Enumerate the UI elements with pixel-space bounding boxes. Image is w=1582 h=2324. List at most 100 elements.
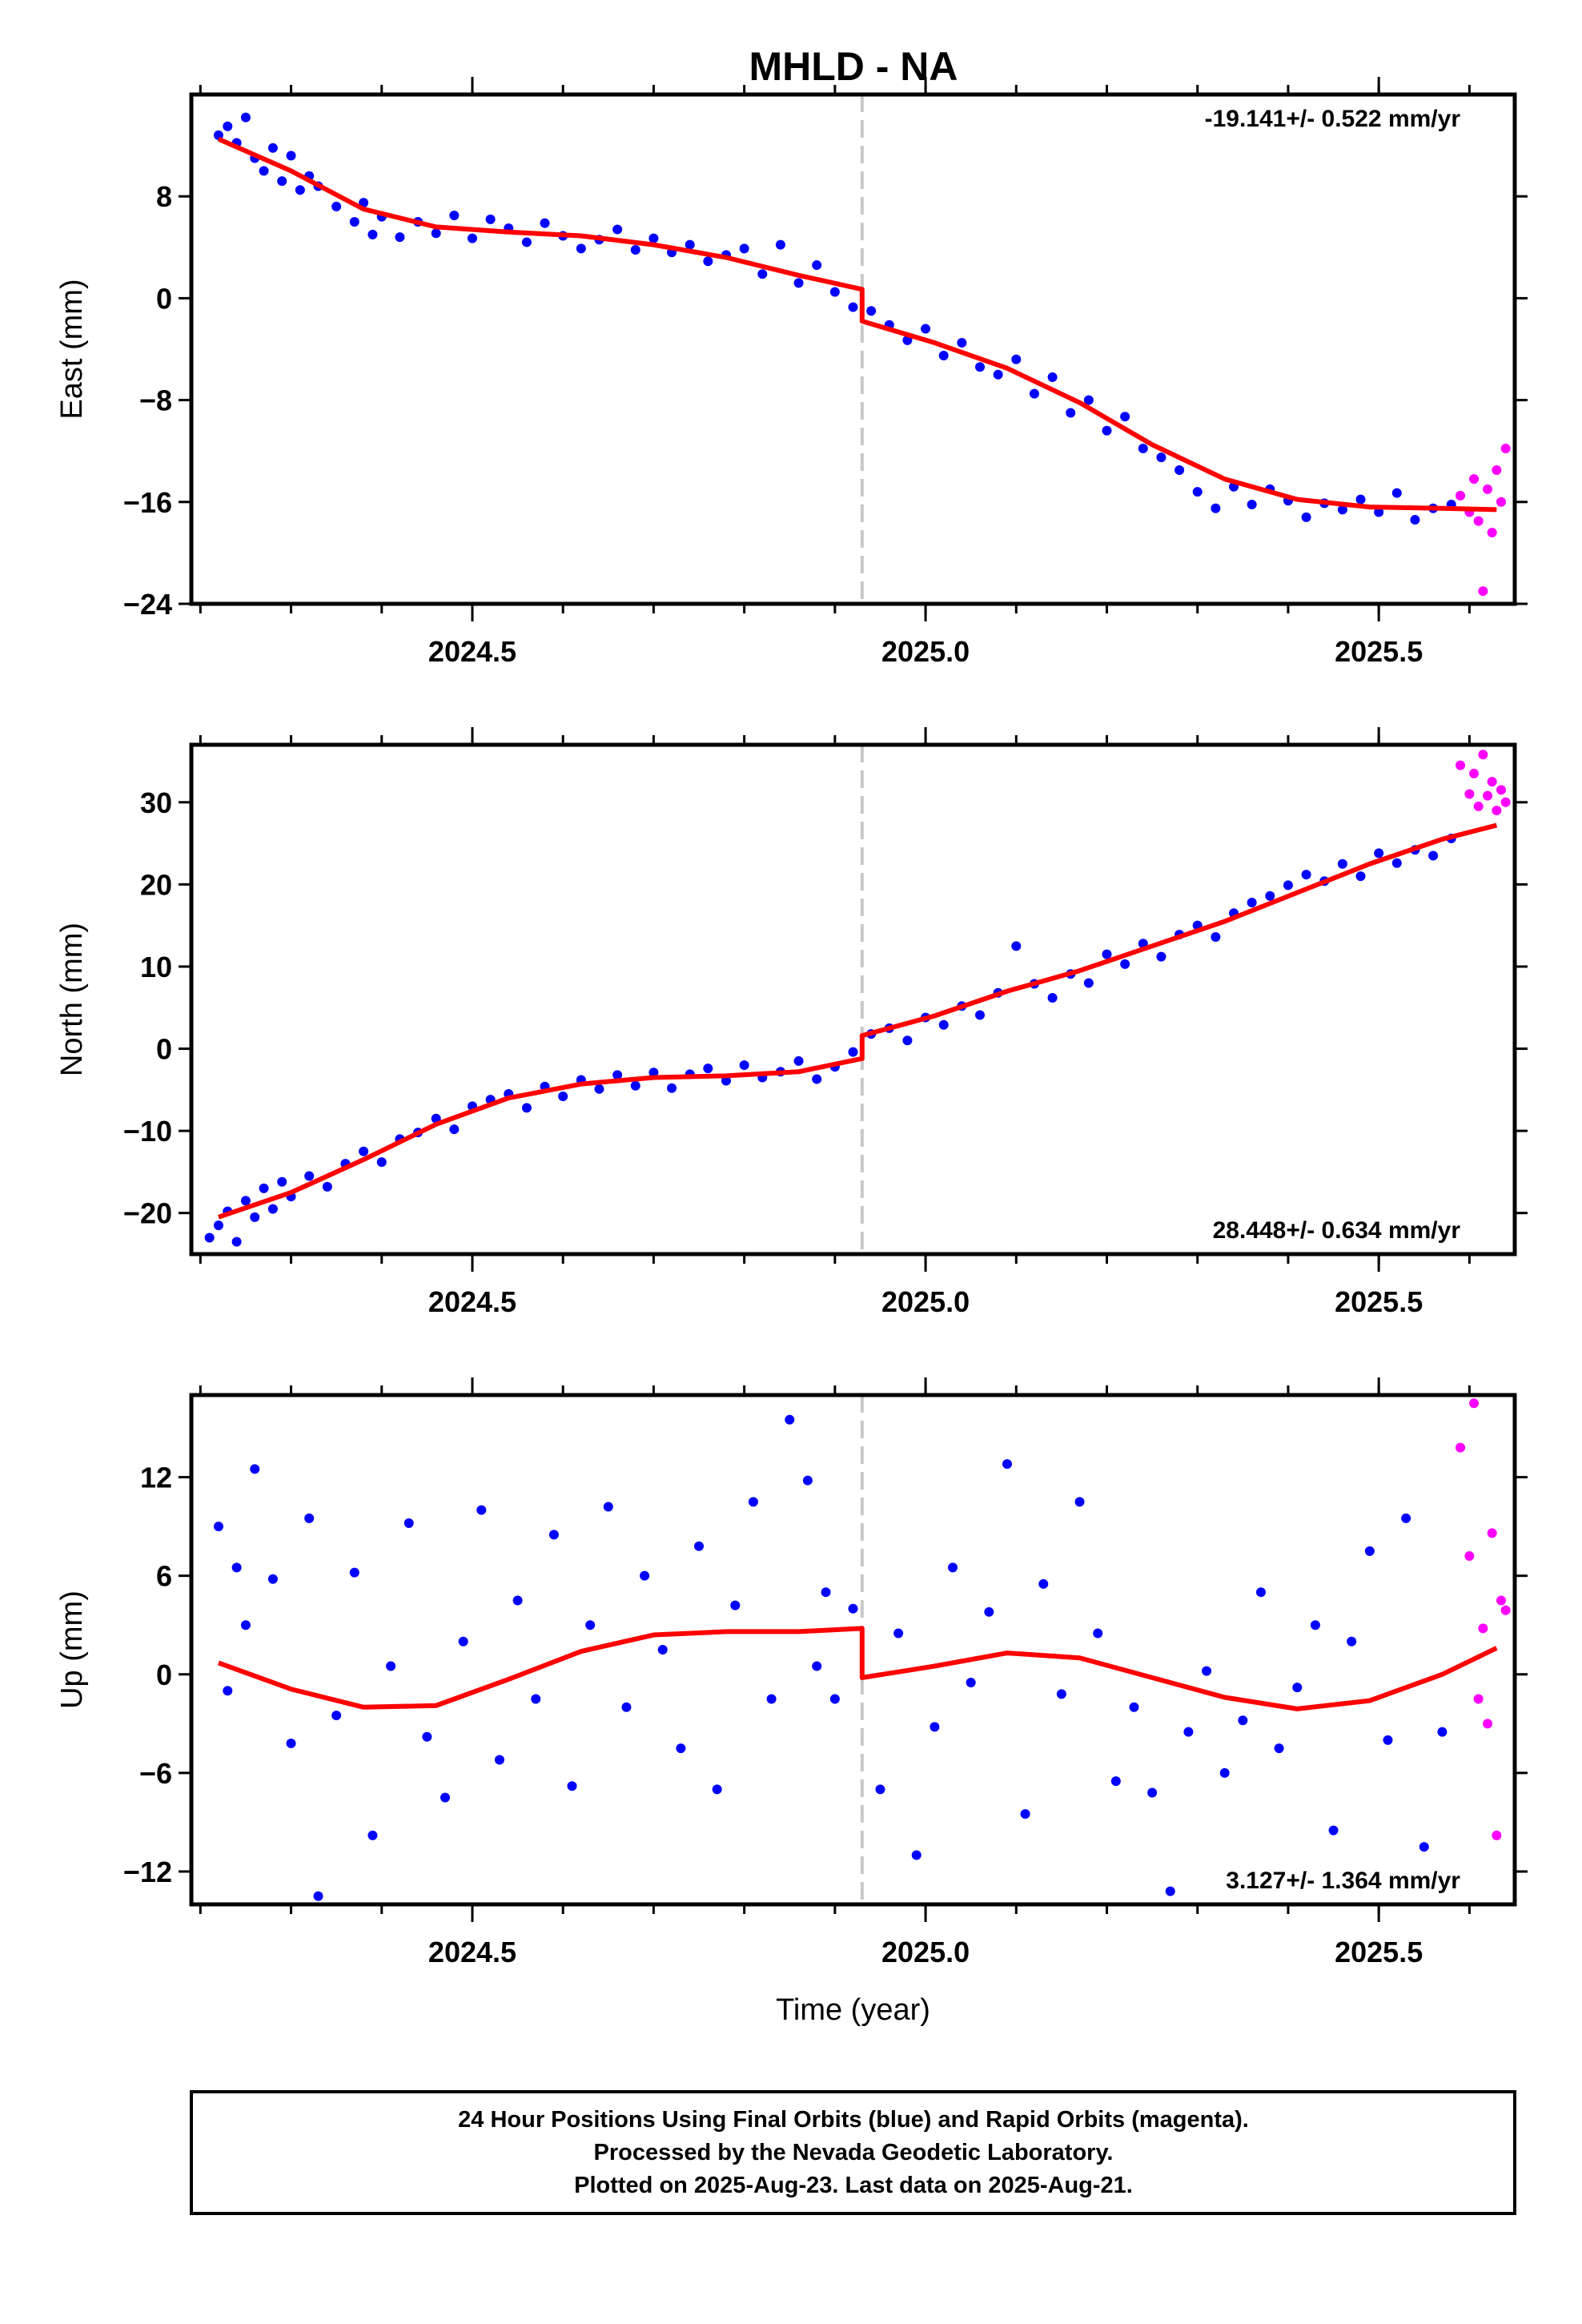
up-final-point xyxy=(512,1595,523,1606)
north-axes-frame xyxy=(189,742,1517,1256)
north-final-point xyxy=(231,1236,242,1247)
up-final-point xyxy=(1437,1727,1447,1737)
north-rapid-point xyxy=(1456,760,1466,770)
north-final-point xyxy=(259,1183,269,1193)
east-final-point xyxy=(1102,425,1112,436)
east-final-point xyxy=(467,233,477,243)
up-rapid-point xyxy=(1464,1551,1475,1562)
up-panel: −12 −6 0 6 12 2024.5 2025.0 2025.5 Up (mm) Time (… xyxy=(55,1377,1528,2027)
up-final-point xyxy=(812,1661,822,1671)
up-ylabel: Up (mm) xyxy=(55,1590,89,1709)
north-ytick-label: 30 xyxy=(140,786,172,819)
up-final-point xyxy=(1129,1702,1139,1712)
up-final-point xyxy=(1183,1727,1194,1737)
up-final-point xyxy=(1238,1715,1248,1726)
up-final-point xyxy=(404,1518,414,1529)
up-final-point xyxy=(848,1603,858,1614)
north-final-point xyxy=(240,1196,251,1206)
east-final-point xyxy=(612,224,623,235)
footer-line-processed: Processed by the Nevada Geodetic Laborat… xyxy=(594,2140,1114,2165)
up-final-point xyxy=(1364,1546,1375,1556)
north-final-point xyxy=(1355,871,1366,882)
up-final-point xyxy=(930,1722,940,1732)
east-final-point xyxy=(521,237,532,247)
north-final-point xyxy=(1428,850,1439,861)
up-final-point xyxy=(821,1587,831,1598)
up-final-point xyxy=(1020,1809,1030,1819)
up-rapid-point xyxy=(1483,1719,1493,1729)
east-final-point xyxy=(630,244,640,255)
north-final-point xyxy=(1391,858,1402,868)
east-final-point xyxy=(957,338,967,348)
up-final-point xyxy=(240,1620,251,1630)
east-rapid-point xyxy=(1473,516,1484,526)
up-final-point xyxy=(1419,1842,1429,1852)
east-final-point xyxy=(993,369,1003,380)
north-model-line xyxy=(218,822,1498,1220)
north-final-point xyxy=(204,1232,215,1243)
up-final-point xyxy=(1274,1743,1284,1754)
east-final-point xyxy=(349,217,359,227)
east-final-point xyxy=(739,243,749,254)
up-ytick-label: −6 xyxy=(139,1757,172,1790)
north-rapid-point xyxy=(1469,768,1480,778)
east-final-point xyxy=(793,278,804,288)
east-final-point xyxy=(485,214,496,224)
up-final-point xyxy=(313,1891,323,1901)
north-final-point xyxy=(213,1220,223,1231)
north-ytick-label: 10 xyxy=(140,951,172,983)
east-ylabel: East (mm) xyxy=(55,279,89,419)
east-final-point xyxy=(1120,412,1130,422)
north-final-point xyxy=(667,1083,677,1093)
up-final-point xyxy=(304,1513,315,1523)
up-rate-label: 3.127+/- 1.364 mm/yr xyxy=(1226,1868,1460,1894)
east-rapid-point xyxy=(1456,490,1466,501)
north-final-point xyxy=(558,1092,568,1102)
east-xtick-label: 2025.5 xyxy=(1335,635,1423,668)
up-final-point xyxy=(875,1784,885,1795)
east-final-point xyxy=(259,166,269,176)
north-final-point xyxy=(648,1068,659,1078)
east-final-point xyxy=(1301,512,1311,522)
east-final-point xyxy=(540,218,550,228)
north-final-point xyxy=(975,1010,986,1020)
up-xlabel: Time (year) xyxy=(776,1993,930,2027)
north-final-point xyxy=(521,1103,532,1113)
up-final-point xyxy=(712,1784,722,1795)
east-rapid-point xyxy=(1483,484,1493,494)
east-plot-area xyxy=(213,112,1511,597)
north-final-point xyxy=(1083,978,1094,988)
east-panel: −24 −16 −8 0 8 2024.5 2025.0 2025.5 East (mm) -19… xyxy=(55,77,1528,668)
footer-line-orbits: 24 Hour Positions Using Final Orbits (bl… xyxy=(458,2107,1249,2133)
east-final-point xyxy=(938,350,949,360)
north-rate-label: 28.448+/- 0.634 mm/yr xyxy=(1213,1217,1461,1244)
north-final-point xyxy=(630,1080,640,1091)
up-ytick-label: 6 xyxy=(156,1560,172,1593)
east-rapid-point xyxy=(1487,527,1497,537)
north-final-point xyxy=(594,1084,604,1094)
east-ytick-label: 8 xyxy=(156,180,172,213)
east-model-line xyxy=(217,136,1497,513)
east-final-point xyxy=(1247,499,1257,509)
up-final-point xyxy=(1292,1683,1303,1693)
up-final-point xyxy=(657,1645,668,1655)
up-final-point xyxy=(1038,1578,1049,1589)
up-final-point xyxy=(494,1755,504,1765)
up-rapid-point xyxy=(1492,1830,1502,1840)
north-xtick-label: 2024.5 xyxy=(428,1285,516,1318)
north-plot-area xyxy=(204,750,1511,1247)
up-rapid-point xyxy=(1456,1442,1466,1453)
east-final-point xyxy=(277,176,287,187)
north-final-point xyxy=(721,1076,731,1086)
north-final-point xyxy=(1283,880,1293,891)
up-rapid-point xyxy=(1496,1595,1507,1606)
up-final-point xyxy=(213,1522,223,1532)
east-final-point xyxy=(395,232,405,243)
east-axes-frame xyxy=(189,92,1517,606)
east-final-point xyxy=(576,243,586,254)
north-final-point xyxy=(739,1060,749,1071)
north-final-point xyxy=(612,1070,623,1080)
up-final-point xyxy=(585,1620,596,1630)
north-final-point xyxy=(304,1171,315,1181)
